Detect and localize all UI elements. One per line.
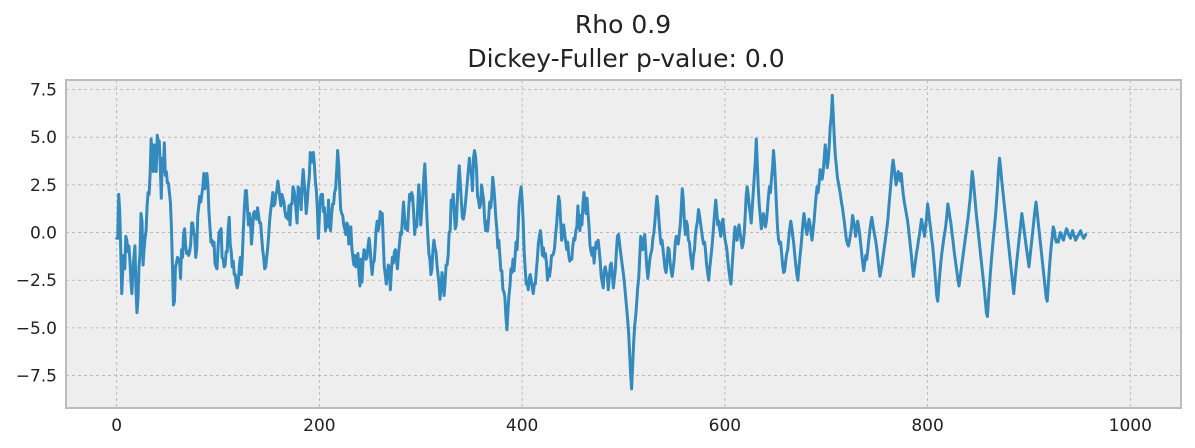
y-tick-label: −2.5	[16, 271, 57, 291]
y-tick-label: 0.0	[30, 224, 57, 244]
x-axis: 0 200 400 600 800 1000	[111, 416, 1152, 436]
x-tick-label: 200	[303, 416, 335, 436]
x-tick-label: 0	[111, 416, 122, 436]
x-tick-label: 1000	[1109, 416, 1152, 436]
y-tick-label: 5.0	[30, 128, 57, 148]
y-tick-label: 2.5	[30, 176, 57, 196]
chart-title: Rho 0.9	[575, 10, 671, 39]
y-tick-label: −7.5	[16, 367, 57, 387]
y-tick-label: 7.5	[30, 81, 57, 101]
y-tick-label: −5.0	[16, 319, 57, 339]
series-group	[115, 93, 1088, 391]
x-tick-label: 800	[911, 416, 943, 436]
x-tick-label: 600	[709, 416, 741, 436]
plot-frame	[65, 79, 1182, 409]
y-axis: 7.5 5.0 2.5 0.0 −2.5 −5.0 −7.5	[16, 81, 57, 387]
x-tick-label: 400	[506, 416, 538, 436]
series-line	[115, 93, 1088, 391]
chart-subtitle: Dickey-Fuller p-value: 0.0	[467, 44, 784, 73]
plot-area	[66, 80, 1181, 408]
